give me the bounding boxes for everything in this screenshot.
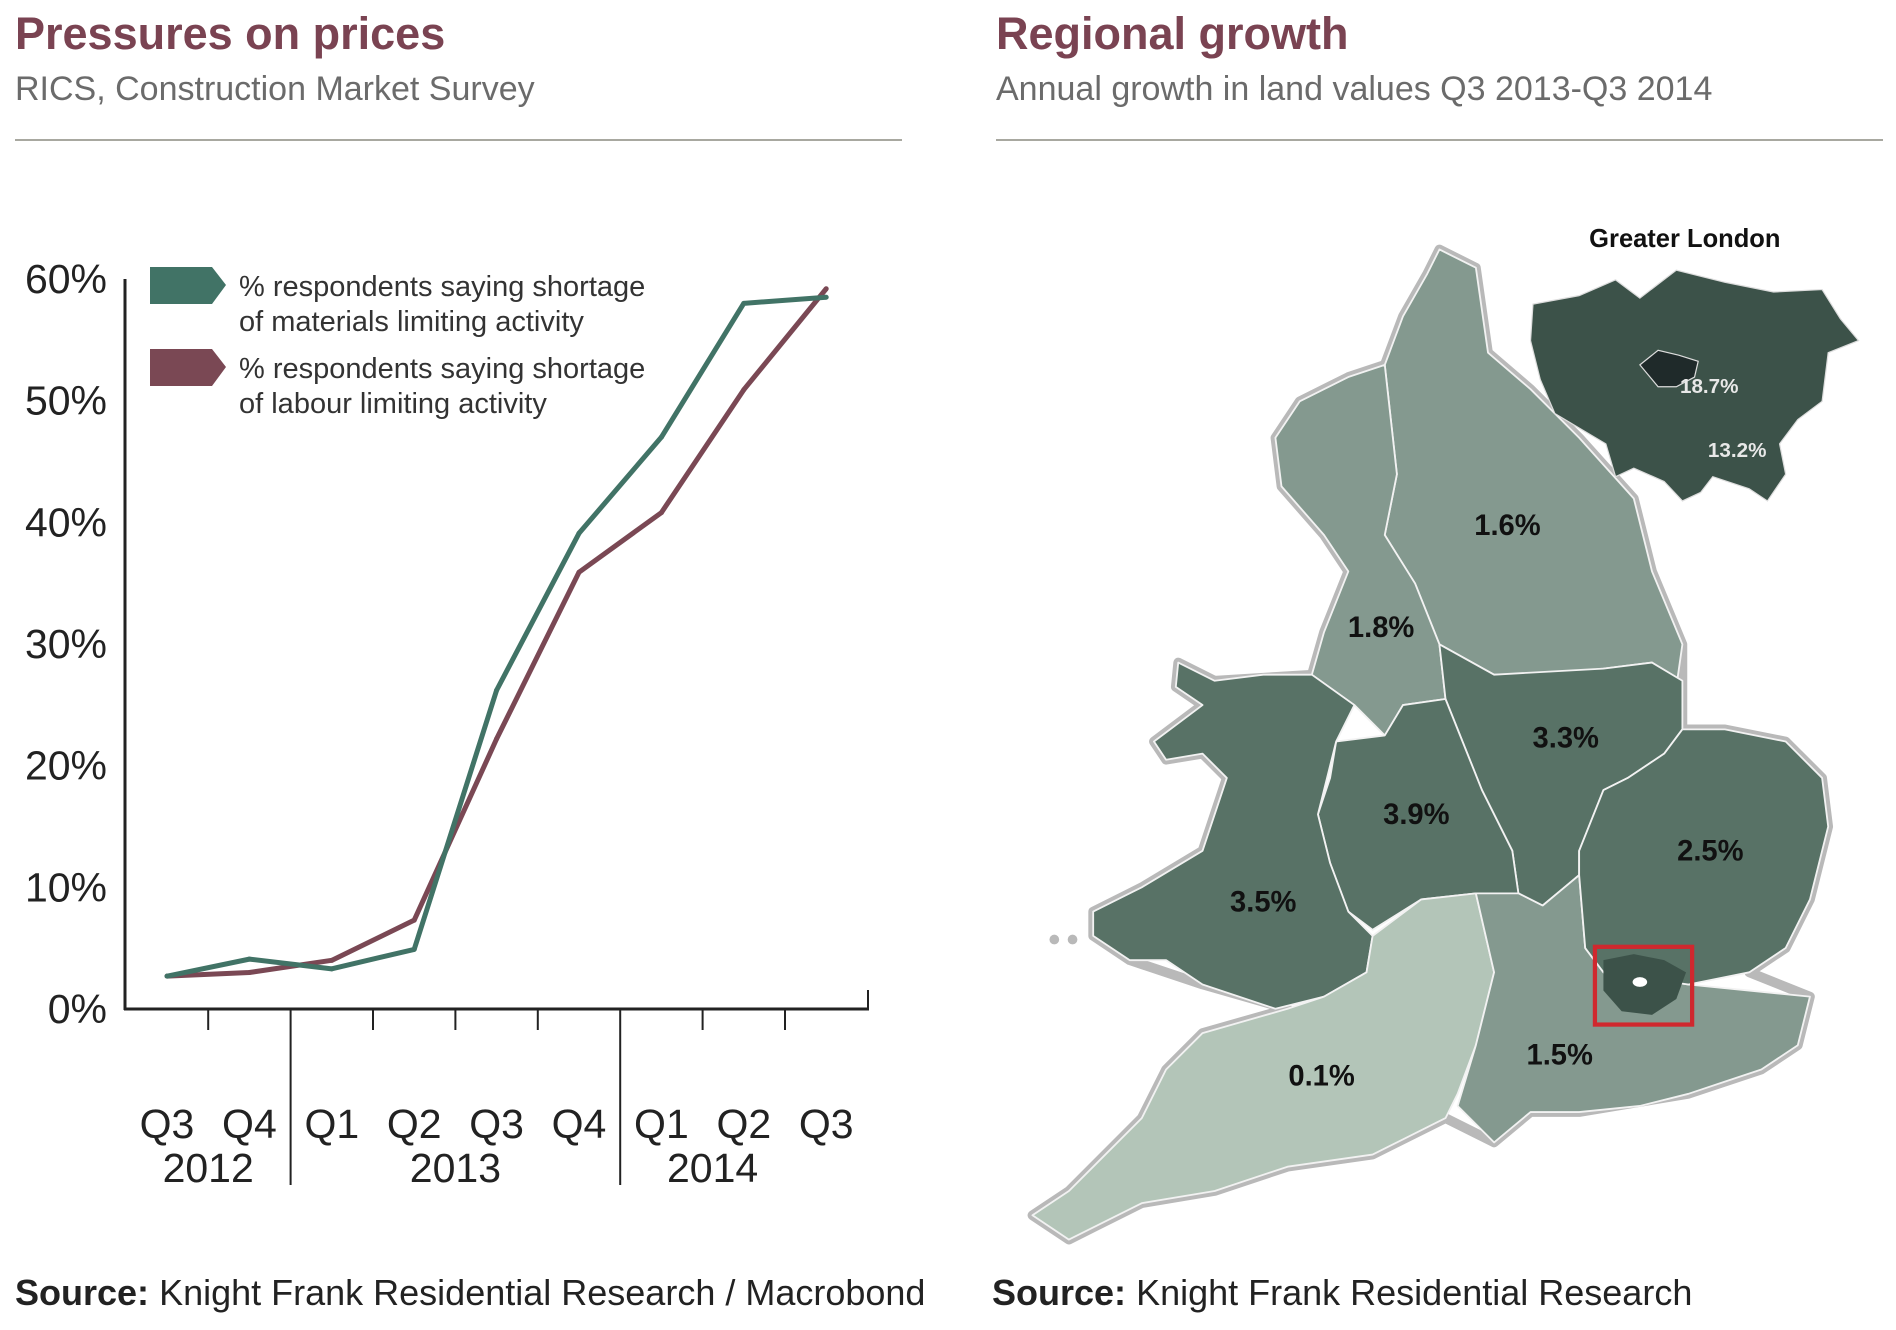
y-tick-label: 30% bbox=[25, 621, 107, 667]
greater-london-inset bbox=[1529, 269, 1860, 502]
region-wales bbox=[1092, 661, 1374, 1010]
map-subtitle: Annual growth in land values Q3 2013-Q3 … bbox=[996, 70, 1713, 108]
data-point bbox=[246, 970, 252, 975]
y-tick-label: 20% bbox=[25, 743, 107, 789]
chart-subtitle: RICS, Construction Market Survey bbox=[15, 70, 535, 108]
x-tick-label: Q4 bbox=[222, 1101, 277, 1147]
line-chart: 0%10%20%30%40%50%60% Q3 Q4 Q1 Q2 Q3 Q4 Q1 Q2 Q32… bbox=[25, 256, 869, 1191]
x-tick-label: Q2 bbox=[716, 1101, 771, 1147]
legend-swatch-labour bbox=[150, 349, 226, 386]
data-point bbox=[411, 917, 417, 923]
map-title: Regional growth bbox=[996, 8, 1349, 59]
year-label: 2013 bbox=[410, 1145, 501, 1191]
y-tick-label: 0% bbox=[48, 986, 107, 1032]
label-south-west: 0.1% bbox=[1288, 1060, 1355, 1092]
legend-swatch-materials bbox=[150, 267, 226, 304]
legend-label-labour-line2: of labour limiting activity bbox=[239, 388, 547, 420]
y-tick-label: 50% bbox=[25, 378, 107, 424]
x-tick-label: Q3 bbox=[469, 1101, 524, 1147]
data-point bbox=[164, 973, 170, 979]
central-london bbox=[1639, 349, 1699, 388]
inset-value-outer: 13.2% bbox=[1708, 439, 1767, 462]
y-tick-label: 10% bbox=[25, 864, 107, 910]
title-divider bbox=[15, 139, 902, 141]
label-east-midlands: 3.3% bbox=[1533, 723, 1600, 755]
data-point bbox=[741, 387, 747, 393]
label-wales: 3.5% bbox=[1230, 887, 1297, 919]
data-point bbox=[329, 966, 335, 972]
left-source: Source: Knight Frank Residential Researc… bbox=[15, 1272, 925, 1314]
legend-label-labour-line1: % respondents saying shortage bbox=[239, 353, 645, 385]
title-divider bbox=[996, 139, 1883, 141]
source-text: Knight Frank Residential Research bbox=[1136, 1272, 1693, 1313]
data-point bbox=[494, 687, 500, 693]
right-source: Source: Knight Frank Residential Researc… bbox=[992, 1272, 1692, 1314]
source-label: Source: bbox=[992, 1272, 1127, 1313]
x-tick-label: Q1 bbox=[634, 1101, 689, 1147]
year-label: 2012 bbox=[163, 1145, 254, 1191]
legend-label-materials-line2: of materials limiting activity bbox=[239, 306, 584, 338]
source-label: Source: bbox=[15, 1272, 150, 1313]
data-point bbox=[329, 957, 335, 963]
data-point bbox=[741, 300, 747, 306]
data-point bbox=[658, 510, 664, 516]
data-point bbox=[411, 946, 417, 952]
y-tick-label: 60% bbox=[25, 256, 107, 302]
chart-title: Pressures on prices bbox=[15, 8, 446, 59]
x-tick-label: Q1 bbox=[304, 1101, 359, 1147]
london-highlight-box bbox=[1592, 944, 1695, 1027]
legend-label-materials-line1: % respondents saying shortage bbox=[239, 271, 645, 303]
data-point bbox=[658, 434, 664, 440]
regional-map: Greater London 18.7% 13.2% 1.6% 1.8% 3.3… bbox=[1027, 225, 1860, 1245]
data-point bbox=[494, 736, 500, 742]
inset-value-central: 18.7% bbox=[1680, 375, 1739, 398]
source-text: Knight Frank Residential Research / Macr… bbox=[159, 1272, 926, 1313]
label-west-midlands: 3.9% bbox=[1383, 799, 1450, 831]
data-point bbox=[576, 530, 582, 536]
label-east: 2.5% bbox=[1677, 836, 1744, 868]
data-point bbox=[576, 569, 582, 575]
data-point bbox=[823, 286, 829, 292]
x-tick-label: Q3 bbox=[140, 1101, 195, 1147]
region-west-midlands bbox=[1317, 698, 1520, 931]
inset-title: Greater London bbox=[1589, 225, 1780, 253]
label-north-west: 1.8% bbox=[1348, 612, 1415, 644]
data-point bbox=[823, 294, 829, 300]
label-north-east: 1.6% bbox=[1474, 510, 1541, 542]
x-tick-label: Q4 bbox=[552, 1101, 607, 1147]
x-tick-label: Q2 bbox=[387, 1101, 442, 1147]
y-tick-label: 40% bbox=[25, 499, 107, 545]
label-south-east: 1.5% bbox=[1526, 1040, 1593, 1072]
data-point bbox=[246, 956, 252, 962]
year-label: 2014 bbox=[667, 1145, 758, 1191]
x-tick-label: Q3 bbox=[799, 1101, 854, 1147]
region-east bbox=[1578, 728, 1830, 986]
